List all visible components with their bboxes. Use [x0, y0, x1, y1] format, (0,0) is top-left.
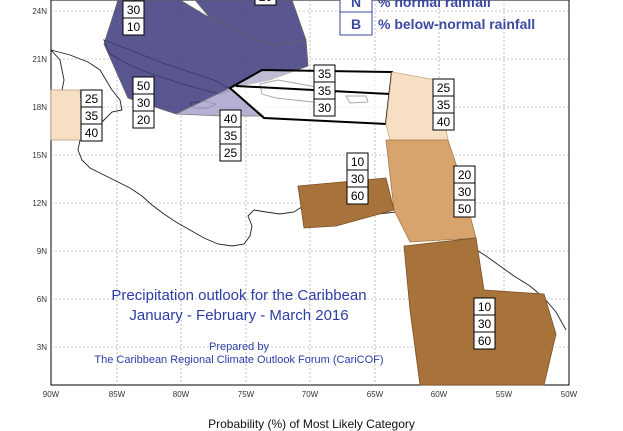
prob-value: 35	[318, 84, 332, 98]
lat-tick-label: 9N	[37, 247, 47, 256]
lon-tick-label: 55W	[496, 390, 513, 399]
latitude-labels: 24N 21N 18N 15N 12N 9N 6N 3N	[32, 7, 47, 352]
legend-b-letter: B	[351, 16, 361, 32]
prob-value: 35	[318, 67, 332, 81]
prob-box-jamaica-haiti: 40 35 25	[219, 109, 242, 162]
prob-cell	[473, 331, 496, 350]
region-greater-antilles-divider	[235, 85, 391, 95]
lon-tick-label: 80W	[173, 390, 190, 399]
lat-tick-label: 3N	[37, 343, 47, 352]
prob-box-windward-islands: 20 30 50	[453, 165, 476, 218]
prob-value: 35	[437, 98, 451, 112]
prob-value: 10	[351, 155, 365, 169]
prob-value: 50	[458, 202, 472, 216]
prob-box-belize: 25 35 40	[80, 89, 103, 142]
prob-value: 60	[478, 334, 492, 348]
prob-value: 40	[224, 112, 238, 126]
prob-value: 35	[224, 129, 238, 143]
prob-box-guianas: 10 30 60	[473, 297, 496, 350]
prob-value: 40	[437, 115, 451, 129]
central-america-coast	[50, 49, 301, 247]
prob-cell	[453, 199, 476, 218]
legend-b-text: % below-normal rainfall	[378, 16, 535, 32]
prob-cell	[132, 110, 155, 129]
prob-value: 35	[85, 109, 99, 123]
prob-value: 25	[85, 92, 99, 106]
prob-cell	[313, 98, 336, 117]
prob-cell	[80, 123, 103, 142]
organization: The Caribbean Regional Climate Outlook F…	[94, 354, 383, 366]
lon-tick-label: 60W	[431, 390, 448, 399]
lon-tick-label: 70W	[302, 390, 319, 399]
prob-cell	[219, 143, 242, 162]
prob-box-abc-islands: 10 30 60	[346, 152, 369, 205]
prob-value: 30	[127, 3, 141, 17]
prob-cell	[432, 112, 455, 131]
lon-tick-label: 50W	[561, 390, 578, 399]
legend-n-text: % normal rainfall	[378, 0, 491, 10]
prob-value: 30	[351, 172, 365, 186]
title-line2: January - February - March 2016	[129, 307, 348, 324]
title-line1: Precipitation outlook for the Caribbean	[111, 287, 366, 304]
prob-value: 30	[318, 101, 332, 115]
title-block: Precipitation outlook for the Caribbean …	[94, 287, 383, 366]
legend-n-letter: N	[351, 0, 361, 10]
lon-tick-label: 85W	[109, 390, 126, 399]
lat-tick-label: 24N	[32, 7, 47, 16]
lat-tick-label: 12N	[32, 199, 47, 208]
lat-tick-label: 18N	[32, 103, 47, 112]
prob-value: 60	[351, 189, 365, 203]
prob-value: 30	[137, 96, 151, 110]
prob-value: 20	[259, 0, 273, 4]
prob-value: 50	[137, 79, 151, 93]
prob-value: 10	[127, 20, 141, 34]
lat-tick-label: 6N	[37, 295, 47, 304]
prob-cell	[346, 186, 369, 205]
legend-b-box	[339, 11, 373, 36]
prob-value: 30	[478, 317, 492, 331]
map-caption: Probability (%) of Most Likely Category	[208, 417, 415, 431]
prob-value: 30	[458, 185, 472, 199]
prob-box-cuba-central: 50 30 20	[132, 76, 155, 129]
region-belize	[50, 89, 85, 141]
lon-tick-label: 90W	[43, 390, 60, 399]
longitude-labels: 90W 85W 80W 75W 70W 65W 60W 55W 50W	[43, 390, 578, 399]
prob-value: 25	[224, 146, 238, 160]
prob-box-leeward-islands: 25 35 40	[432, 78, 455, 131]
prob-cell	[254, 0, 277, 6]
prob-box-greater-antilles-east: 35 35 30	[313, 64, 336, 117]
lon-tick-label: 65W	[367, 390, 384, 399]
prepared-by: Prepared by	[209, 341, 269, 353]
prob-value: 25	[437, 81, 451, 95]
probability-boxes: 2030105030202535404035253535302535401030…	[80, 0, 496, 350]
prob-cell	[122, 17, 145, 36]
prob-value: 20	[137, 113, 151, 127]
lat-tick-label: 21N	[32, 55, 47, 64]
legend: N % normal rainfall B % below-normal rai…	[339, 0, 535, 36]
lat-tick-label: 15N	[32, 151, 47, 160]
lon-tick-label: 75W	[238, 390, 255, 399]
prob-value: 40	[85, 126, 99, 140]
prob-value: 10	[478, 300, 492, 314]
region-abc-islands	[297, 177, 395, 229]
prob-value: 20	[458, 168, 472, 182]
prob-box-bahamas-north: 20	[254, 0, 277, 6]
